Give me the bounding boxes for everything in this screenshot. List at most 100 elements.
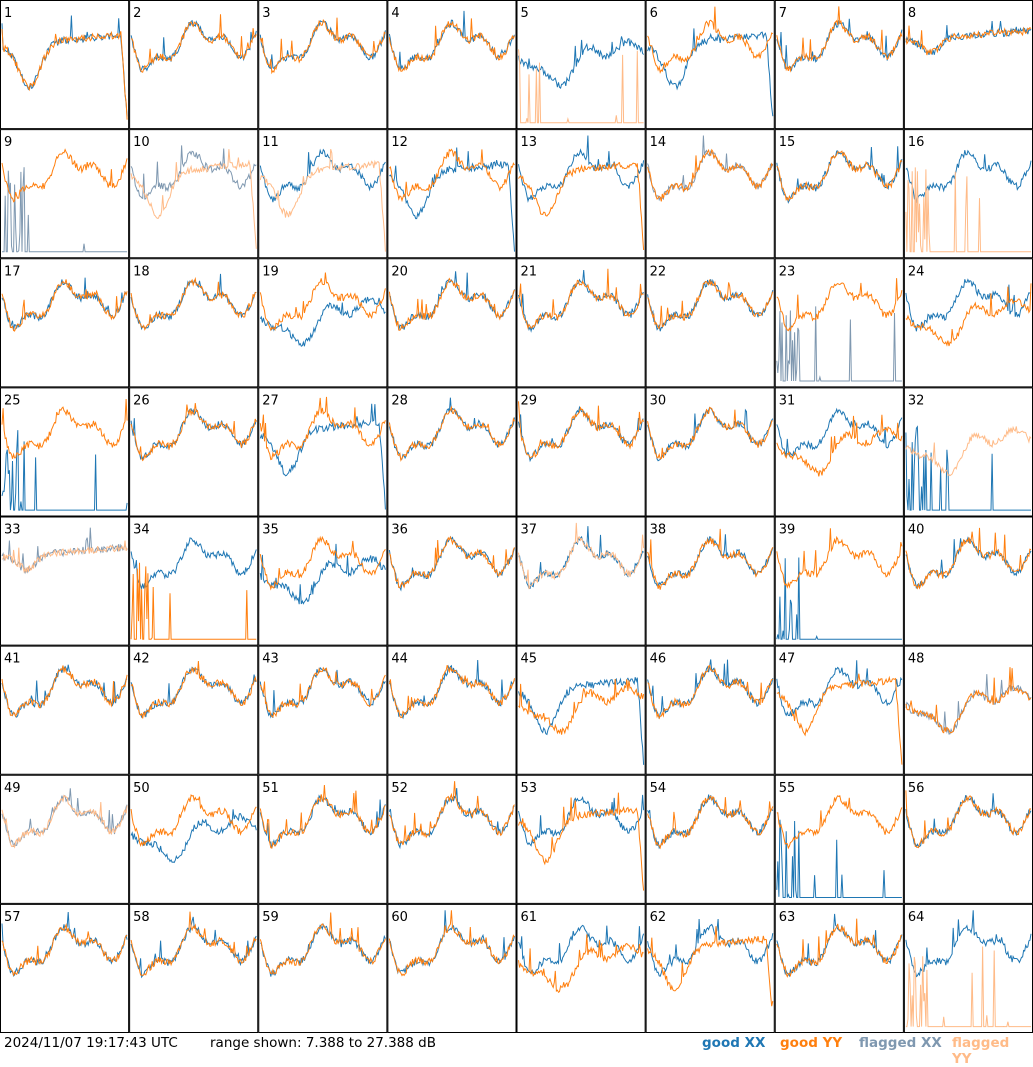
series-yy-58 bbox=[130, 911, 257, 976]
panel-label: 23 bbox=[779, 264, 796, 279]
series-yy-13 bbox=[518, 161, 645, 251]
panel-49: 49 bbox=[0, 774, 130, 904]
panel-28: 28 bbox=[387, 387, 517, 517]
panel-9: 9 bbox=[0, 129, 130, 259]
panel-1: 1 bbox=[0, 0, 130, 130]
series-xx-48 bbox=[905, 674, 1032, 735]
panel-41: 41 bbox=[0, 645, 130, 775]
panel-38: 38 bbox=[645, 516, 775, 646]
series-yy-29 bbox=[518, 401, 645, 459]
series-yy-6 bbox=[647, 6, 774, 74]
panel-frame bbox=[774, 387, 904, 517]
panel-53: 53 bbox=[516, 774, 646, 904]
panel-52: 52 bbox=[387, 774, 517, 904]
panel-label: 47 bbox=[779, 652, 796, 667]
panel-label: 59 bbox=[262, 910, 279, 925]
series-yy-51 bbox=[259, 784, 386, 849]
legend-flagged-yy: flagged YY bbox=[952, 1035, 1010, 1067]
panel-48: 48 bbox=[903, 645, 1033, 775]
panel-50: 50 bbox=[129, 774, 259, 904]
series-yy-61 bbox=[518, 934, 644, 994]
panel-32: 32 bbox=[903, 387, 1033, 517]
series-yy-62 bbox=[647, 926, 774, 1007]
panel-label: 63 bbox=[779, 910, 796, 925]
series-xx-29 bbox=[518, 405, 644, 463]
panel-label: 50 bbox=[133, 781, 150, 796]
panel-label: 60 bbox=[391, 910, 408, 925]
series-yy-26 bbox=[130, 402, 257, 462]
panel-frame bbox=[258, 258, 388, 388]
panel-27: 27 bbox=[258, 387, 388, 517]
panel-label: 56 bbox=[908, 781, 925, 796]
panel-63: 63 bbox=[774, 903, 904, 1033]
panel-36: 36 bbox=[387, 516, 517, 646]
series-xx-61 bbox=[518, 924, 645, 975]
series-xx-15 bbox=[776, 146, 903, 204]
series-yy-36 bbox=[388, 535, 515, 589]
series-yy-8 bbox=[905, 25, 1032, 56]
panel-label: 3 bbox=[262, 6, 270, 21]
panel-64: 64 bbox=[903, 903, 1033, 1033]
series-yy-5 bbox=[518, 49, 644, 124]
panel-33: 33 bbox=[0, 516, 130, 646]
panel-60: 60 bbox=[387, 903, 517, 1033]
panel-label: 7 bbox=[779, 6, 787, 21]
panel-label: 38 bbox=[650, 523, 667, 538]
panel-label: 58 bbox=[133, 910, 150, 925]
panel-23: 23 bbox=[774, 258, 904, 388]
series-yy-10 bbox=[130, 149, 257, 249]
series-xx-45 bbox=[518, 677, 645, 765]
panel-frame bbox=[129, 516, 259, 646]
panel-label: 1 bbox=[4, 6, 12, 21]
series-xx-60 bbox=[389, 910, 515, 975]
panel-frame bbox=[0, 387, 130, 517]
series-yy-27 bbox=[259, 396, 386, 461]
panel-frame bbox=[903, 645, 1033, 775]
panel-61: 61 bbox=[516, 903, 646, 1033]
panel-label: 16 bbox=[908, 135, 925, 150]
panel-frame bbox=[129, 129, 259, 259]
series-xx-24 bbox=[905, 278, 1032, 332]
series-yy-46 bbox=[647, 664, 773, 720]
panel-frame bbox=[774, 129, 904, 259]
series-xx-21 bbox=[518, 269, 645, 333]
series-yy-9 bbox=[1, 148, 128, 203]
panel-37: 37 bbox=[516, 516, 646, 646]
series-yy-48 bbox=[905, 667, 1032, 734]
series-yy-35 bbox=[259, 535, 386, 591]
series-xx-62 bbox=[647, 918, 774, 977]
legend-good-xx: good XX bbox=[702, 1035, 766, 1051]
series-yy-4 bbox=[388, 18, 515, 73]
series-yy-63 bbox=[776, 918, 903, 978]
series-xx-59 bbox=[260, 923, 386, 977]
panel-5: 5 bbox=[516, 0, 646, 130]
panel-10: 10 bbox=[129, 129, 259, 259]
panel-label: 9 bbox=[4, 135, 12, 150]
series-yy-47 bbox=[776, 673, 903, 765]
panel-frame bbox=[516, 0, 646, 130]
panel-31: 31 bbox=[774, 387, 904, 517]
panel-label: 25 bbox=[4, 393, 21, 408]
panel-label: 61 bbox=[521, 910, 538, 925]
series-xx-19 bbox=[259, 296, 386, 347]
series-xx-14 bbox=[647, 135, 774, 202]
panel-7: 7 bbox=[774, 0, 904, 130]
series-xx-64 bbox=[905, 910, 1032, 978]
panel-17: 17 bbox=[0, 258, 130, 388]
panel-34: 34 bbox=[129, 516, 259, 646]
panel-label: 2 bbox=[133, 6, 141, 21]
series-yy-54 bbox=[647, 795, 774, 850]
panel-frame bbox=[0, 0, 130, 130]
panel-frame bbox=[129, 645, 259, 775]
panel-label: 64 bbox=[908, 910, 925, 925]
series-yy-22 bbox=[647, 279, 774, 330]
panel-label: 62 bbox=[650, 910, 667, 925]
panel-22: 22 bbox=[645, 258, 775, 388]
panel-6: 6 bbox=[645, 0, 775, 130]
series-yy-16 bbox=[905, 167, 1031, 253]
series-yy-7 bbox=[776, 6, 903, 73]
panel-label: 14 bbox=[650, 135, 667, 150]
series-xx-39 bbox=[776, 557, 902, 640]
series-xx-55 bbox=[776, 819, 902, 898]
series-yy-30 bbox=[647, 406, 773, 460]
